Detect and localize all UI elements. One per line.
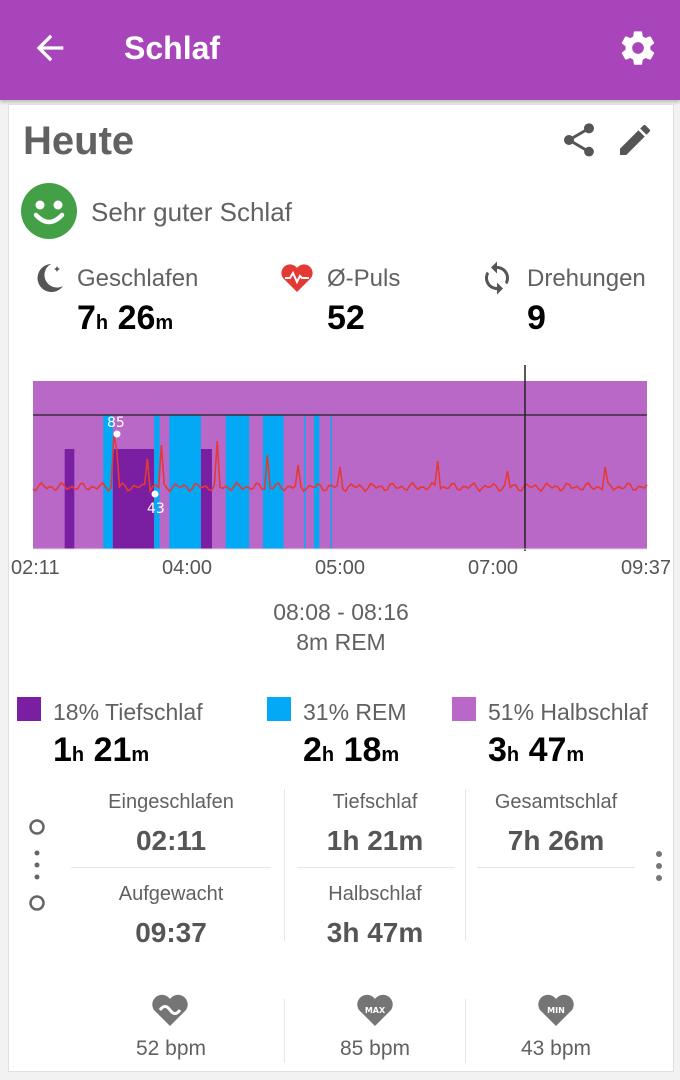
slept-value: 7h 26m xyxy=(77,299,174,337)
deep-sleep-detail-value: 1h 21m xyxy=(326,825,424,856)
smiley-icon xyxy=(21,183,77,239)
rem-bar xyxy=(313,415,320,549)
light-sleep-detail-value: 3h 47m xyxy=(326,917,424,948)
moon-icon xyxy=(37,264,63,292)
awake-gap xyxy=(280,375,349,381)
light-sleep-detail-label: Halbschlaf xyxy=(328,883,422,905)
tick-label: 09:37 xyxy=(621,557,672,579)
more-vert-icon[interactable] xyxy=(649,849,669,883)
light-sleep-swatch xyxy=(452,697,476,721)
rem-bar xyxy=(169,415,201,549)
heart-avg-icon xyxy=(152,994,188,1026)
tick-label: 05:00 xyxy=(315,557,366,579)
share-icon[interactable] xyxy=(559,120,599,160)
max-bpm: 85 bpm xyxy=(339,1037,411,1060)
divider xyxy=(284,789,285,941)
awake-gap xyxy=(484,375,499,381)
arrow-back-icon[interactable] xyxy=(30,28,70,68)
rem-value: 2h 18m xyxy=(303,731,400,769)
min-badge: MIN xyxy=(547,1006,565,1015)
tick-label: 02:11 xyxy=(11,557,60,579)
divider xyxy=(465,999,466,1063)
sleep-quality-text: Sehr guter Schlaf xyxy=(91,197,292,227)
pulse-max-marker xyxy=(113,430,121,438)
fell-asleep-label: Eingeschlafen xyxy=(108,791,234,813)
turns-value: 9 xyxy=(527,299,546,337)
deep-sleep-value: 1h 21m xyxy=(53,731,150,769)
awake-gap xyxy=(449,375,457,381)
page-title: Schlaf xyxy=(124,30,221,66)
page-indicator[interactable] xyxy=(25,813,49,917)
divider xyxy=(71,867,271,868)
rem-bar xyxy=(154,415,160,549)
rem-bar xyxy=(304,415,306,549)
app-bar: Schlaf xyxy=(0,0,680,100)
tick-label: 07:00 xyxy=(468,557,519,579)
heart-pulse-icon xyxy=(281,264,313,292)
pulse-min-label: 43 xyxy=(147,501,165,517)
min-bpm: 43 bpm xyxy=(520,1037,592,1060)
woke-up-value: 09:37 xyxy=(135,917,207,948)
deep-sleep-bar xyxy=(200,449,212,549)
selection-time: 08:08 - 08:16 xyxy=(273,599,409,625)
sync-icon xyxy=(485,261,509,295)
awake-gap xyxy=(92,375,109,381)
rem-label: 31% REM xyxy=(303,699,407,725)
total-sleep-value: 7h 26m xyxy=(507,825,605,856)
pulse-max-label: 85 xyxy=(107,415,125,431)
woke-up-label: Aufgewacht xyxy=(118,883,224,905)
awake-gap xyxy=(560,375,565,381)
avg-pulse-value: 52 xyxy=(327,299,365,337)
sleep-stage-chart[interactable]: 85 43 xyxy=(9,355,673,595)
divider xyxy=(284,999,285,1063)
divider xyxy=(477,867,635,868)
day-title: Heute xyxy=(23,119,135,163)
awake-gap xyxy=(245,375,267,381)
awake-gap xyxy=(528,375,537,381)
rem-bar xyxy=(330,415,332,549)
pulse-min-marker xyxy=(151,490,159,498)
tick-label: 04:00 xyxy=(162,557,213,579)
heart-max-icon: MAX xyxy=(357,994,393,1026)
rem-bar xyxy=(262,415,284,549)
awake-gap xyxy=(164,375,181,381)
pulse-line xyxy=(32,434,648,494)
rem-bar xyxy=(103,415,113,549)
gear-icon[interactable] xyxy=(618,28,658,68)
heart-min-icon: MIN xyxy=(538,994,574,1026)
rem-swatch xyxy=(267,697,291,721)
turns-label: Drehungen xyxy=(527,265,646,292)
avg-pulse-label: Ø-Puls xyxy=(327,265,401,292)
divider xyxy=(297,867,455,868)
avg-bpm: 52 bpm xyxy=(135,1037,207,1060)
max-badge: MAX xyxy=(365,1006,386,1015)
slept-label: Geschlafen xyxy=(77,265,199,292)
total-sleep-label: Gesamtschlaf xyxy=(494,791,618,813)
selection-kind: 8m REM xyxy=(296,629,386,655)
sleep-card: Heute Sehr guter Schlaf Geschlafen 7h 26… xyxy=(8,104,674,1072)
light-sleep-label: 51% Halbschlaf xyxy=(488,699,648,725)
light-sleep-value: 3h 47m xyxy=(488,731,585,769)
deep-sleep-label: 18% Tiefschlaf xyxy=(53,699,203,725)
fell-asleep-value: 02:11 xyxy=(135,825,207,856)
divider xyxy=(465,789,466,941)
deep-sleep-detail-label: Tiefschlaf xyxy=(332,791,418,813)
deep-sleep-swatch xyxy=(17,697,41,721)
awake-gap xyxy=(368,375,429,381)
pencil-icon[interactable] xyxy=(615,120,655,160)
deep-sleep-bar xyxy=(64,449,75,549)
rem-bar xyxy=(225,415,250,549)
